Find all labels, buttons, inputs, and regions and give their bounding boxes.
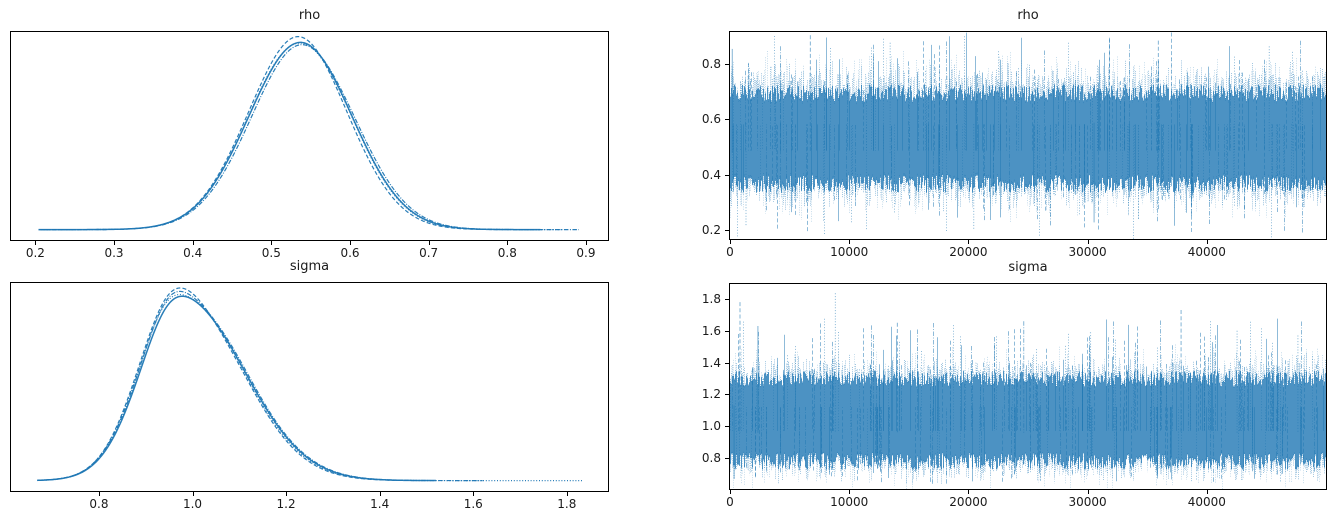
chart-canvas xyxy=(37,287,584,482)
y-tick-mark xyxy=(725,230,729,232)
x-tick-label: 0.9 xyxy=(576,246,596,260)
x-tick-label: 0.4 xyxy=(183,246,203,260)
rho-trace-plot: rho 0 10000 20000 30000 40000 0.2 0.4 0.6 0.8 xyxy=(702,8,1327,259)
x-tick-mark xyxy=(507,241,509,245)
x-tick-mark xyxy=(192,241,194,245)
x-tick-mark xyxy=(1087,240,1089,244)
x-tick-label: 1.0 xyxy=(182,497,203,511)
x-tick-label: 20000 xyxy=(949,495,988,509)
plot-title-rho-density: rho xyxy=(298,8,321,23)
x-tick-mark xyxy=(566,492,568,496)
y-tick-mark xyxy=(725,458,729,460)
y-tick-mark xyxy=(725,174,729,176)
x-tick-label: 0.2 xyxy=(25,246,45,260)
y-tick-label: 0.6 xyxy=(701,112,721,127)
y-tick-label: 1.0 xyxy=(701,419,721,434)
y-tick-label: 1.4 xyxy=(701,355,721,370)
chart-canvas xyxy=(730,32,1326,239)
y-tick-mark xyxy=(725,298,729,300)
y-tick-label: 1.8 xyxy=(701,291,721,306)
x-tick-mark xyxy=(585,241,587,245)
sigma-trace-plot-area xyxy=(729,283,1327,490)
x-tick-label: 0.6 xyxy=(340,246,360,260)
x-tick-mark xyxy=(1087,490,1089,494)
x-tick-label: 0.7 xyxy=(419,246,439,260)
chart-canvas xyxy=(730,293,1326,489)
chart-canvas xyxy=(38,36,579,231)
x-tick-label: 0.5 xyxy=(261,246,281,260)
rho-trace-plot-area xyxy=(729,31,1327,240)
sigma-density-plot: sigma 0.8 1.0 1.2 1.4 1.6 1.8 xyxy=(10,259,609,511)
x-tick-label: 20000 xyxy=(949,245,988,259)
x-tick-label: 1.4 xyxy=(370,497,390,511)
y-tick-mark xyxy=(725,63,729,65)
x-tick-label: 10000 xyxy=(830,245,869,259)
y-tick-mark xyxy=(725,426,729,428)
x-tick-label: 10000 xyxy=(830,495,869,509)
x-tick-mark xyxy=(1206,490,1208,494)
x-tick-mark xyxy=(730,490,731,494)
x-tick-label: 0.8 xyxy=(497,246,517,260)
rho-density-plot: rho 0.2 0.3 0.4 0.5 0.6 0.7 0.8 0.9 xyxy=(10,8,609,260)
x-tick-mark xyxy=(114,241,116,245)
y-tick-mark xyxy=(725,362,729,364)
y-tick-mark xyxy=(725,119,729,121)
y-tick-label: 1.6 xyxy=(701,323,721,338)
x-tick-mark xyxy=(730,240,731,244)
x-tick-mark xyxy=(35,241,37,245)
y-tick-label: 0.8 xyxy=(701,451,721,466)
x-tick-mark xyxy=(428,241,430,245)
x-tick-mark xyxy=(473,492,475,496)
sigma-density-plot-area xyxy=(10,282,609,492)
x-tick-label: 40000 xyxy=(1187,245,1226,259)
x-tick-label: 1.2 xyxy=(276,497,296,511)
x-tick-mark xyxy=(286,492,288,496)
x-tick-mark xyxy=(271,241,273,245)
x-tick-mark xyxy=(98,492,100,496)
plot-title-sigma-trace: sigma xyxy=(1008,260,1048,275)
y-tick-label: 1.2 xyxy=(701,387,721,402)
x-tick-mark xyxy=(350,241,351,245)
y-tick-label: 0.2 xyxy=(701,223,721,238)
rho-density-plot-area xyxy=(10,31,609,241)
y-tick-label: 0.8 xyxy=(701,56,721,71)
x-tick-label: 40000 xyxy=(1187,495,1226,509)
plot-title-sigma-density: sigma xyxy=(289,259,330,274)
x-tick-mark xyxy=(968,240,970,244)
x-tick-label: 0 xyxy=(726,495,734,509)
x-tick-label: 30000 xyxy=(1068,245,1107,259)
plot-title-rho-trace: rho xyxy=(1017,8,1039,23)
x-tick-label: 1.8 xyxy=(557,497,577,511)
y-tick-mark xyxy=(725,330,729,332)
x-tick-mark xyxy=(849,490,851,494)
x-tick-mark xyxy=(968,490,970,494)
x-tick-label: 0.3 xyxy=(104,246,124,260)
sigma-trace-plot: sigma 0 10000 20000 30000 40000 0.8 1.0 1.2 1.4 1… xyxy=(702,260,1327,509)
x-tick-mark xyxy=(192,492,194,496)
y-tick-label: 0.4 xyxy=(701,167,721,182)
x-tick-label: 0.8 xyxy=(89,497,109,511)
x-tick-mark xyxy=(379,492,381,496)
x-tick-label: 0 xyxy=(726,245,734,259)
y-tick-mark xyxy=(725,394,729,396)
x-tick-label: 30000 xyxy=(1068,495,1107,509)
x-tick-mark xyxy=(1206,240,1208,244)
x-tick-label: 1.6 xyxy=(463,497,483,511)
x-tick-mark xyxy=(849,240,851,244)
